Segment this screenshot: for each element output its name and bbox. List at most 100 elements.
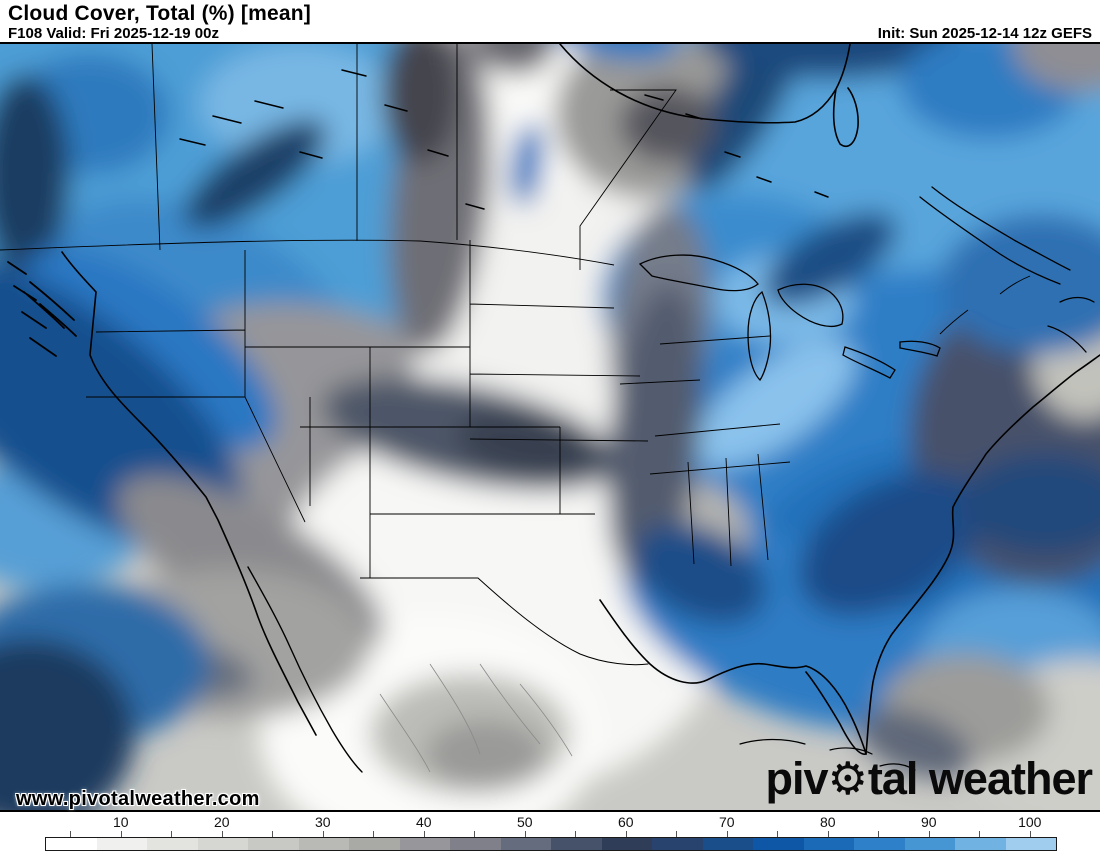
- forecast-map: www.pivotalweather.com piv⚙tal weather: [0, 42, 1100, 812]
- colorbar-tick-label: 60: [617, 814, 634, 830]
- cloud-region-tr-corner-gray: [1012, 44, 1100, 92]
- colorbar-segment: [399, 838, 450, 850]
- cloud-region-pnw-bright-blue: [23, 248, 277, 450]
- cloud-region-left-edge-navy: [0, 74, 70, 274]
- coastline-pacific: [61, 251, 317, 736]
- colorbar-area: 10 20 30 40 50 60 70 80 90 100: [0, 812, 1100, 851]
- cloud-region-west-flank-dark-core: [382, 44, 458, 164]
- colorbar-tick: [676, 831, 678, 837]
- state-province-borders: [0, 44, 1031, 579]
- colorbar-segment: [904, 838, 955, 850]
- colorbar-tick: [878, 831, 880, 837]
- colorbar-segment: [197, 838, 248, 850]
- cloud-region-yukon-light-blue: [200, 44, 400, 164]
- page-title: Cloud Cover, Total (%) [mean]: [8, 2, 311, 25]
- coastline-bc-fjords: [7, 261, 77, 357]
- colorbar-segment: [854, 838, 905, 850]
- colorbar-tick-label: 100: [1018, 814, 1042, 830]
- colorbar: [45, 837, 1057, 851]
- colorbar-tick: [322, 831, 324, 837]
- cloud-region-lake-winnipeg-blue: [510, 122, 544, 206]
- colorbar-tick: [1029, 831, 1031, 837]
- colorbar-tick: [171, 831, 173, 837]
- colorbar-segment: [147, 838, 198, 850]
- cloud-region-hudson-shore-blue: [541, 44, 679, 61]
- watermark-url: www.pivotalweather.com: [16, 788, 260, 810]
- border-layer: [0, 44, 1031, 773]
- colorbar-segment: [1005, 838, 1056, 850]
- valid-time-label: F108 Valid: Fri 2025-12-19 00z: [8, 25, 219, 42]
- great-lakes-outline: [638, 254, 941, 382]
- cloud-region-maritimes-blue: [940, 214, 1100, 354]
- cloud-region-atlantic-navy-patch: [960, 454, 1100, 554]
- map-canvas: [0, 44, 1100, 810]
- coastline-sea-of-cortez: [247, 566, 363, 773]
- coastline-st-lawrence: [919, 186, 1095, 353]
- colorbar-tick-label: 30: [314, 814, 331, 830]
- colorbar-segment: [551, 838, 602, 850]
- cloud-region-hudson-top-navy: [703, 44, 957, 79]
- cloud-cover-layer: [0, 44, 1100, 810]
- coastline-layer: [7, 44, 1100, 773]
- colorbar-segment: [601, 838, 652, 850]
- canada-small-lakes: [179, 69, 829, 210]
- colorbar-tick: [625, 831, 627, 837]
- cloud-region-bc-ab-navy-band: [183, 119, 327, 229]
- cloud-region-superior-north-navy: [763, 212, 897, 306]
- colorbar-tick: [474, 831, 476, 837]
- colorbar-tick: [726, 831, 728, 837]
- header: Cloud Cover, Total (%) [mean] F108 Valid…: [0, 0, 1100, 43]
- colorbar-segment: [753, 838, 804, 850]
- colorbar-tick: [272, 831, 274, 837]
- colorbar-tick: [373, 831, 375, 837]
- colorbar-segment: [702, 838, 753, 850]
- colorbar-tick-label: 40: [415, 814, 432, 830]
- cloud-region-gulf-slate-streak: [857, 709, 973, 779]
- colorbar-segment: [500, 838, 551, 850]
- coastline-atlantic: [865, 354, 1100, 755]
- colorbar-tick-label: 90: [920, 814, 937, 830]
- colorbar-segment: [450, 838, 501, 850]
- colorbar-tick: [70, 831, 72, 837]
- colorbar-segment: [248, 838, 299, 850]
- colorbar-tick: [524, 831, 526, 837]
- colorbar-segment: [349, 838, 400, 850]
- colorbar-tick: [423, 831, 425, 837]
- coastline-gulf-florida: [599, 599, 867, 755]
- colorbar-tick: [221, 831, 223, 837]
- cloud-region-manitoba-dark-core: [620, 86, 716, 162]
- colorbar-tick: [827, 831, 829, 837]
- colorbar-tick-label: 10: [112, 814, 129, 830]
- colorbar-tick: [979, 831, 981, 837]
- colorbar-segment: [652, 838, 703, 850]
- colorbar-tick-label: 20: [213, 814, 230, 830]
- coastline-caribbean: [739, 738, 916, 771]
- pivotal-weather-logo: piv⚙tal weather: [765, 753, 1093, 804]
- cloud-region-mexico-gray-core: [425, 719, 545, 789]
- cloud-region-mississippi-slate-band: [607, 284, 703, 584]
- colorbar-segment: [46, 838, 97, 850]
- colorbar-tick: [777, 831, 779, 837]
- colorbar-segment: [96, 838, 147, 850]
- colorbar-tick: [575, 831, 577, 837]
- cloud-region-gulf-navy-core: [633, 523, 767, 625]
- colorbar-tick-label: 70: [718, 814, 735, 830]
- colorbar-segment: [298, 838, 349, 850]
- cloud-region-bl-corner-navy: [0, 639, 135, 810]
- cloud-region-keewatin-dark-patch: [475, 44, 555, 74]
- logo-text-suffix: tal weather: [867, 753, 1093, 804]
- colorbar-tick-label: 80: [819, 814, 836, 830]
- logo-text-prefix: piv: [765, 753, 829, 804]
- colorbar-tick: [120, 831, 122, 837]
- rio-grande-border: [477, 577, 649, 666]
- init-time-label: Init: Sun 2025-12-14 12z GEFS: [877, 25, 1092, 42]
- cloud-region-se-navy-core: [798, 471, 982, 617]
- coastline-hudson-bay: [559, 44, 859, 148]
- colorbar-segment: [955, 838, 1006, 850]
- colorbar-segment: [803, 838, 854, 850]
- colorbar-tick: [928, 831, 930, 837]
- cloud-region-appalachia-light-blue: [693, 340, 857, 468]
- colorbar-tick-label: 50: [516, 814, 533, 830]
- mexico-state-borders: [379, 663, 573, 773]
